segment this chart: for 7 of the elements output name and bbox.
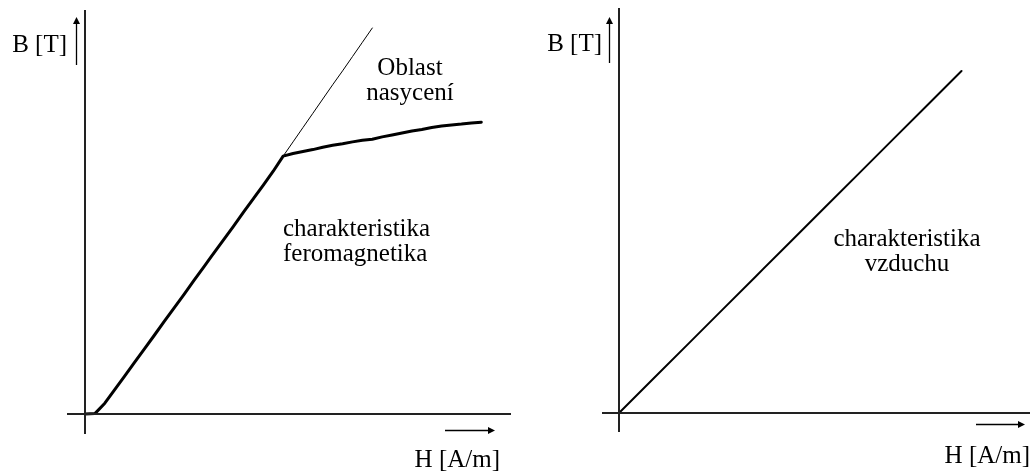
x-axis-title: H [A/m]	[944, 440, 1030, 468]
series-label: charakteristika vzduchu	[833, 223, 981, 276]
series-label: charakteristika feromagnetika	[283, 213, 431, 266]
annotation: Oblast nasycení	[366, 52, 454, 105]
y-axis-title: B [T]	[12, 29, 67, 57]
y-axis-title: B [T]	[547, 28, 602, 56]
x-axis-title: H [A/m]	[414, 444, 500, 472]
